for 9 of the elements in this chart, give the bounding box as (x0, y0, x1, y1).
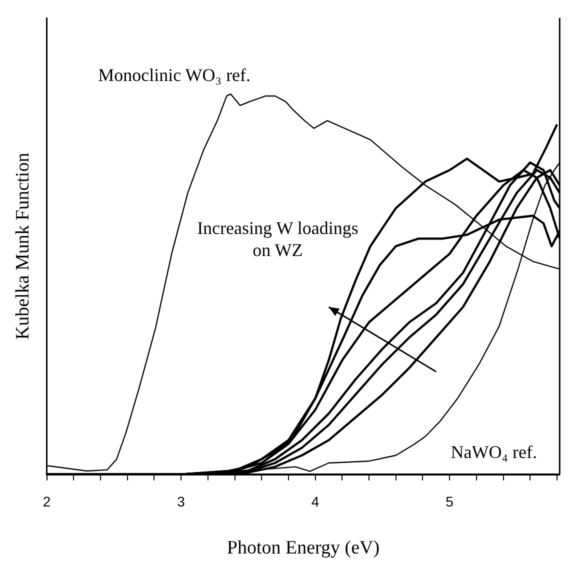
x-tick-label: 3 (177, 494, 186, 510)
x-axis-title: Photon Energy (eV) (226, 538, 380, 559)
y-axis-title: Kubelka Munk Function (12, 152, 34, 340)
annotation: Increasing W loadings on WZ (196, 216, 360, 261)
x-tick-label: 4 (311, 494, 320, 510)
x-tick-label: 5 (446, 494, 454, 510)
annotation: NaWO₄ ref. (450, 440, 538, 463)
text: Monoclinic WO₃ ref. (97, 64, 252, 86)
x-tick-label: 2 (42, 494, 51, 510)
